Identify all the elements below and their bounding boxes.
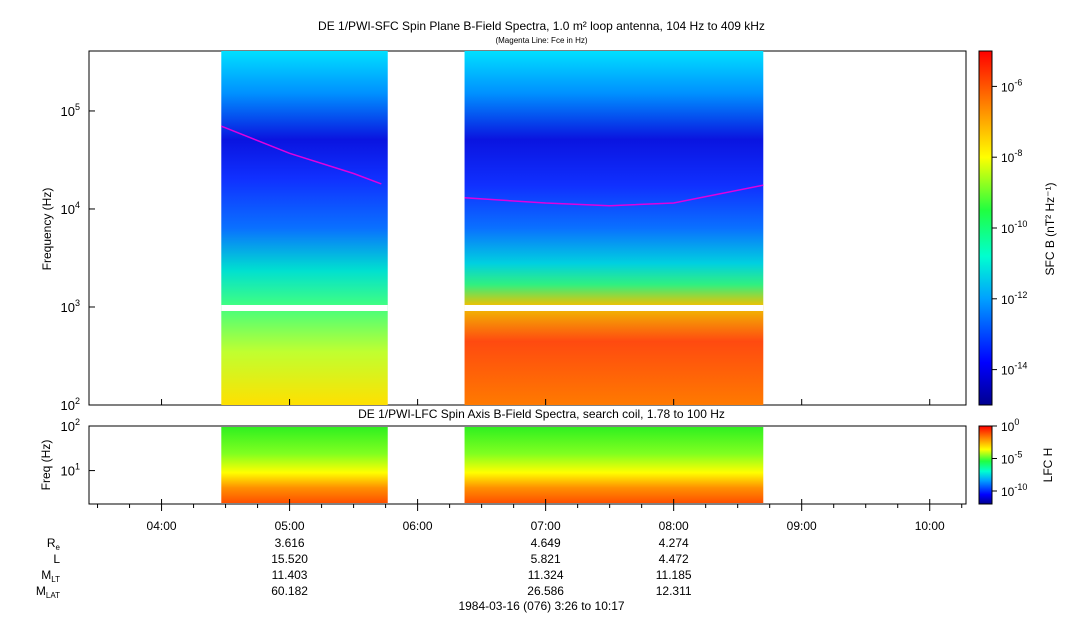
lfc-interval-1 xyxy=(221,427,388,503)
ephemeris-value: 12.311 xyxy=(655,584,692,598)
sfc-band-gap-1 xyxy=(221,304,388,311)
ephemeris-label-3: MLAT xyxy=(35,584,60,600)
top-ytick-label-1: 103 xyxy=(61,298,80,315)
top-colorbar-tick-2: 10-10 xyxy=(1001,219,1027,236)
ephemeris-label-0: Re xyxy=(46,536,60,552)
ephemeris-value: 26.586 xyxy=(527,584,564,598)
sfc-band-gap-2 xyxy=(464,304,764,311)
bottom-colorbar-tick-2: 10-10 xyxy=(1001,482,1027,499)
ephemeris-value: 11.324 xyxy=(527,568,564,582)
top-colorbar-tick-4: 10-14 xyxy=(1001,361,1027,378)
bottom-colorbar-tick-1: 10-5 xyxy=(1001,450,1022,467)
ephemeris-value: 11.403 xyxy=(271,568,308,582)
ephemeris-value: 11.185 xyxy=(655,568,692,582)
ephemeris-value: 4.472 xyxy=(658,552,689,566)
lfc-interval-2 xyxy=(464,427,764,503)
ephemeris-value: 60.182 xyxy=(271,584,308,598)
time-tick-label-2: 06:00 xyxy=(403,519,433,533)
top-colorbar xyxy=(978,50,993,406)
top-colorbar-tick-3: 10-12 xyxy=(1001,290,1027,307)
bottom-colorbar-ticks: 100 10-5 10-10 xyxy=(992,417,1027,499)
sfc-interval-1 xyxy=(221,51,388,405)
time-tick-label-3: 07:00 xyxy=(531,519,561,533)
bottom-ytick-label-0: 101 xyxy=(61,462,80,479)
time-tick-label-6: 10:00 xyxy=(915,519,945,533)
top-colorbar-ticks: 10-6 10-8 10-10 10-12 10-14 xyxy=(992,77,1027,378)
top-ytick-label-2: 104 xyxy=(61,200,80,217)
ephemeris-value: 4.649 xyxy=(530,536,561,550)
fce-line-segment-2 xyxy=(464,184,764,207)
top-panel-subtitle: (Magenta Line: Fce in Hz) xyxy=(495,36,588,45)
top-panel-heatmap xyxy=(221,51,764,405)
time-tick-label-4: 08:00 xyxy=(659,519,689,533)
ephemeris-value: 3.616 xyxy=(274,536,305,550)
top-panel-title: DE 1/PWI-SFC Spin Plane B-Field Spectra,… xyxy=(318,19,765,33)
bottom-ytick-label-1: 102 xyxy=(61,417,80,434)
ephemeris-value: 5.821 xyxy=(530,552,561,566)
top-ytick-label-3: 105 xyxy=(61,102,80,119)
ephemeris-value: 15.520 xyxy=(271,552,308,566)
top-colorbar-tick-0: 10-6 xyxy=(1001,77,1022,94)
bottom-colorbar-tick-0: 100 xyxy=(1001,417,1019,434)
sfc-interval-2 xyxy=(464,51,764,405)
fce-line-segment-1 xyxy=(221,125,382,185)
ephemeris-label-1: L xyxy=(53,552,60,566)
time-axis: 04:00 05:00 06:00 07:00 08:00 09:00 10:00 xyxy=(97,399,963,533)
top-colorbar-tick-1: 10-8 xyxy=(1001,148,1022,165)
top-ytick-label-0: 102 xyxy=(61,396,80,413)
time-tick-label-1: 05:00 xyxy=(275,519,305,533)
bottom-panel-heatmap xyxy=(221,427,764,503)
date-footer: 1984-03-16 (076) 3:26 to 10:17 xyxy=(458,599,625,613)
time-tick-label-0: 04:00 xyxy=(147,519,177,533)
ephemeris-label-2: MLT xyxy=(41,568,60,584)
time-tick-label-5: 09:00 xyxy=(787,519,817,533)
bottom-panel-title: DE 1/PWI-LFC Spin Axis B-Field Spectra, … xyxy=(358,407,725,421)
ephemeris-value: 4.274 xyxy=(658,536,689,550)
bottom-colorbar xyxy=(978,425,993,505)
